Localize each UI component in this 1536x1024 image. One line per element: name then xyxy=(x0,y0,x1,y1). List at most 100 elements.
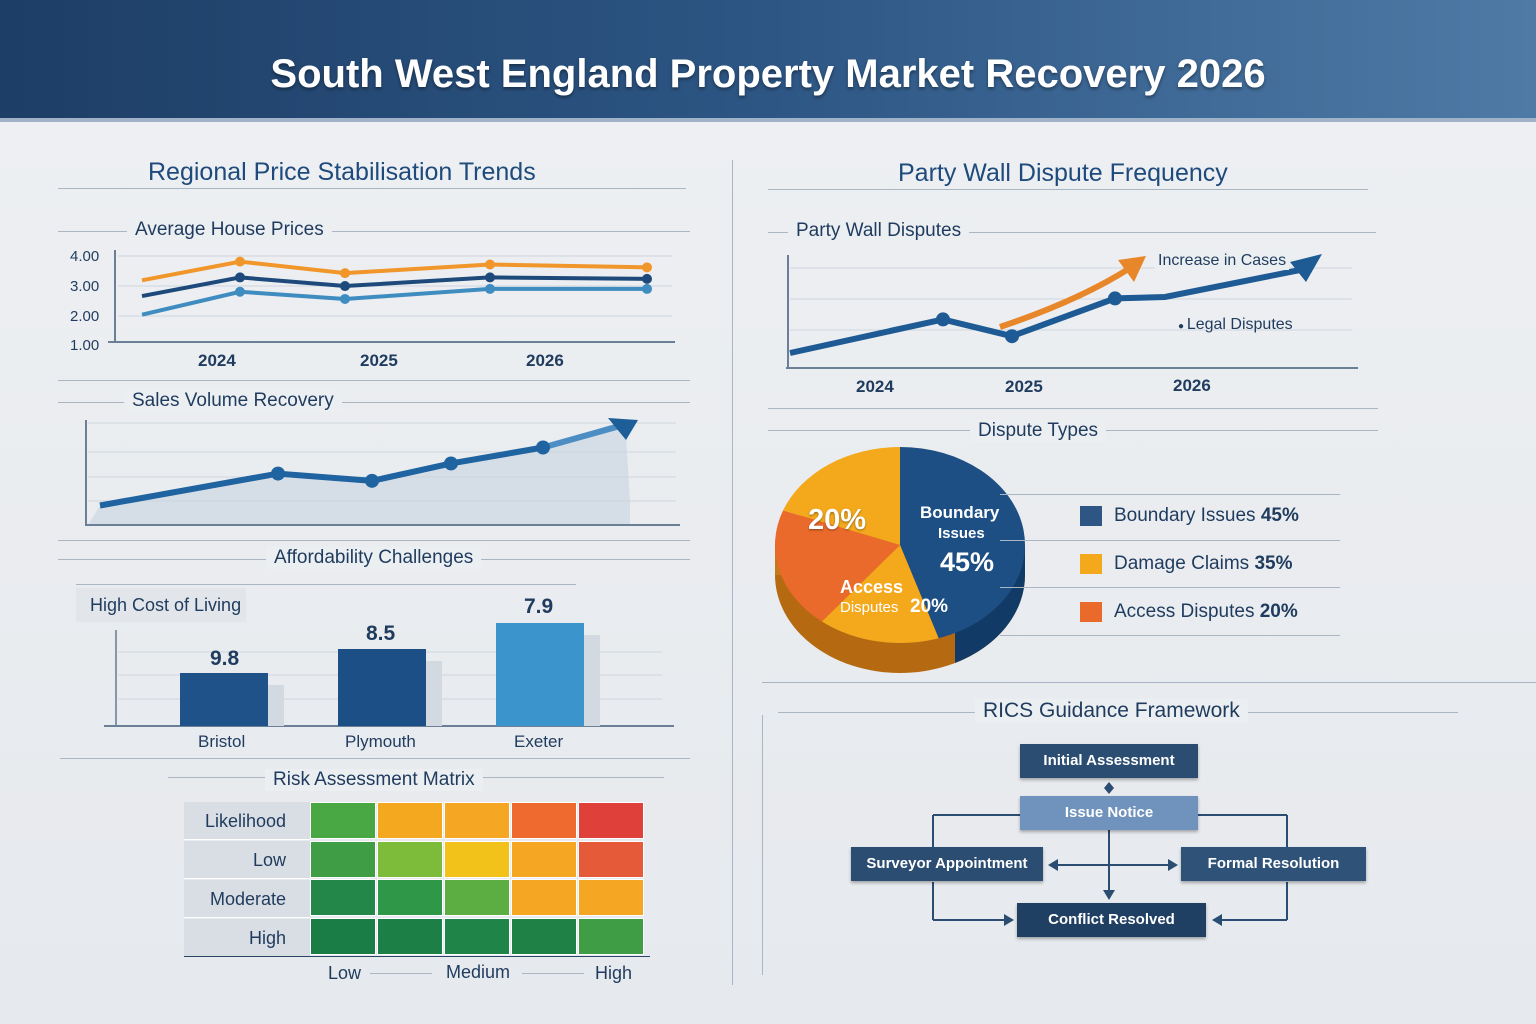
flow-step-formal-resolution: Formal Resolution xyxy=(1181,847,1366,881)
price-point xyxy=(485,272,495,283)
legend-swatch xyxy=(1080,506,1102,526)
bar xyxy=(338,649,426,726)
legend-swatch xyxy=(1080,602,1102,622)
arrow-icon xyxy=(1168,859,1178,871)
pie-slice xyxy=(900,447,1026,639)
sales-trend xyxy=(542,423,621,451)
risk-cell xyxy=(511,917,577,955)
vertical-divider xyxy=(732,160,733,985)
annotation-legal-text: Legal Disputes xyxy=(1186,316,1293,333)
increase-line xyxy=(999,265,1132,330)
bar-value-label: 9.8 xyxy=(210,647,240,670)
price-point xyxy=(642,283,652,294)
price-point xyxy=(340,281,350,292)
sales-point xyxy=(444,456,458,471)
legend-value: 35% xyxy=(1254,553,1293,574)
arrow-icon xyxy=(1103,890,1115,900)
divider xyxy=(58,188,686,189)
arrow-icon xyxy=(1212,914,1222,926)
divider xyxy=(1000,540,1340,541)
bar xyxy=(180,673,268,726)
flow-step-conflict-resolved: Conflict Resolved xyxy=(1017,903,1206,937)
x-tick: 2025 xyxy=(1005,377,1043,396)
annotation-legal: ● Legal Disputes xyxy=(1178,316,1293,334)
legend-item: Access Disputes 20% xyxy=(1080,601,1298,623)
risk-cell xyxy=(511,802,577,839)
x-label: High xyxy=(595,963,633,983)
divider xyxy=(58,380,690,381)
risk-cell xyxy=(444,802,510,839)
left-section-title: Regional Price Stabilisation Trends xyxy=(148,158,536,186)
header-banner: South West England Property Market Recov… xyxy=(0,0,1536,122)
risk-cell xyxy=(377,802,443,839)
risk-cell xyxy=(444,879,510,916)
disputes-point xyxy=(1108,291,1122,306)
chart-title-dispute-types: Dispute Types xyxy=(970,420,1107,442)
page-title: South West England Property Market Recov… xyxy=(270,52,1266,96)
bar-value-label: 8.5 xyxy=(366,622,396,645)
risk-cell xyxy=(310,802,376,839)
flow-step-issue-notice: Issue Notice xyxy=(1020,796,1198,830)
divider xyxy=(768,408,1378,409)
y-tick: 1.00 xyxy=(70,337,100,354)
row-label: High xyxy=(184,919,310,957)
divider xyxy=(1000,587,1340,588)
divider xyxy=(58,540,690,541)
arrow-icon xyxy=(1118,256,1146,282)
vertical-divider xyxy=(762,715,763,975)
y-tick: 2.00 xyxy=(70,308,100,325)
legend-item: Boundary Issues 45% xyxy=(1080,505,1299,527)
x-label: Medium xyxy=(446,962,511,982)
disputes-line xyxy=(789,267,1301,356)
row-label: Likelihood xyxy=(184,802,310,840)
bar-chart-subtitle: High Cost of Living xyxy=(76,588,246,622)
legend-item: Damage Claims 35% xyxy=(1080,553,1292,575)
risk-cell xyxy=(578,840,644,878)
diamond-icon xyxy=(1104,782,1114,794)
risk-cell xyxy=(377,917,443,955)
x-tick: 2026 xyxy=(526,351,564,370)
risk-cell xyxy=(377,879,443,916)
risk-cell xyxy=(444,840,510,878)
pie-slice xyxy=(821,545,939,643)
chart-title-house-prices: Average House Prices xyxy=(127,219,332,241)
bar-shadow xyxy=(580,635,600,726)
risk-cell xyxy=(310,917,376,955)
x-tick: 2026 xyxy=(1173,376,1211,395)
pie-label: 20% xyxy=(808,504,867,536)
divider xyxy=(1000,635,1340,636)
pie-slice xyxy=(775,510,900,622)
x-label: Low xyxy=(328,963,362,983)
legend-label: Boundary Issues xyxy=(1114,505,1256,526)
flow-step-initial-assessment: Initial Assessment xyxy=(1020,744,1198,778)
chart-title-affordability: Affordability Challenges xyxy=(266,547,482,569)
risk-cell xyxy=(511,840,577,878)
price-point xyxy=(235,286,245,297)
x-tick: 2025 xyxy=(360,351,398,370)
row-label: Low xyxy=(184,841,310,879)
pie-label: Boundary xyxy=(920,503,1000,522)
legend-swatch xyxy=(1080,554,1102,574)
chart-title-sales-volume: Sales Volume Recovery xyxy=(124,390,342,412)
axis xyxy=(184,956,650,957)
risk-cell xyxy=(578,802,644,839)
bar-value-label: 7.9 xyxy=(524,595,554,618)
bar xyxy=(496,623,584,726)
arrow-icon xyxy=(1048,859,1058,871)
axis-connector xyxy=(370,973,432,974)
price-point xyxy=(235,272,245,283)
bullet-icon: ● xyxy=(1178,321,1187,332)
price-point xyxy=(485,283,495,294)
divider xyxy=(768,189,1368,190)
x-tick: 2024 xyxy=(856,377,894,396)
risk-cell xyxy=(444,917,510,955)
risk-cell xyxy=(310,840,376,878)
sales-point xyxy=(365,473,379,488)
arrow-icon xyxy=(1290,254,1322,282)
risk-cell xyxy=(310,879,376,916)
x-tick: 2024 xyxy=(198,351,236,370)
flow-title: RICS Guidance Framework xyxy=(975,699,1248,723)
disputes-point xyxy=(1005,329,1019,344)
y-tick: 3.00 xyxy=(70,278,100,295)
